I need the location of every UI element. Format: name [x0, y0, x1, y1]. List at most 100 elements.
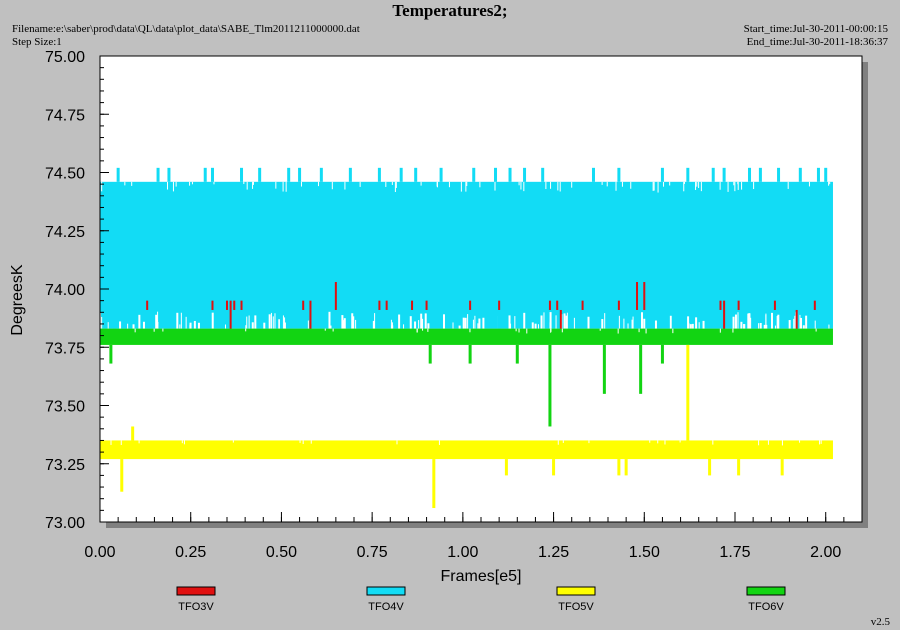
band-texture	[561, 314, 563, 329]
band-texture	[775, 325, 777, 329]
legend-label-tfo6v: TFO6V	[748, 601, 784, 613]
band-texture	[302, 440, 304, 445]
band-texture	[740, 321, 743, 329]
spike-tfo5v	[624, 459, 628, 476]
band-texture	[270, 312, 272, 329]
band-texture	[278, 319, 281, 329]
band-texture	[561, 328, 563, 333]
band-texture	[732, 328, 734, 333]
legend-label-tfo4v: TFO4V	[368, 601, 404, 613]
spike-tfo5v	[780, 459, 784, 476]
band-texture	[621, 181, 623, 187]
band-texture	[737, 181, 739, 190]
y-tick-label: 74.25	[45, 224, 85, 241]
band-texture	[696, 181, 698, 187]
spike-tfo3v	[146, 300, 149, 310]
spike-tfo4v	[167, 167, 171, 182]
band-texture	[645, 328, 647, 334]
series-tfo3v	[146, 282, 816, 336]
band-texture	[828, 324, 830, 329]
spike-tfo3v	[813, 300, 816, 310]
band-texture	[134, 328, 136, 333]
spike-tfo6v	[660, 344, 664, 364]
spike-tfo4v	[798, 167, 802, 182]
y-tick-label: 73.50	[45, 399, 85, 416]
spike-tfo3v	[240, 300, 243, 310]
band-texture	[211, 312, 214, 329]
band-texture	[119, 321, 122, 329]
spike-tfo4v	[711, 167, 715, 182]
band-texture	[424, 313, 427, 329]
band-texture	[232, 440, 234, 443]
band-texture	[464, 317, 467, 329]
band-texture	[523, 312, 526, 329]
spike-tfo4v	[414, 167, 418, 182]
band-texture	[557, 181, 559, 191]
band-texture	[330, 325, 332, 329]
ticks-layer: 73.00 73.25 73.50 73.75 74.00 74.25 74.50 74.75…	[45, 49, 863, 561]
band-texture	[543, 312, 545, 329]
band-texture	[649, 440, 651, 443]
spike-tfo3v	[411, 300, 414, 310]
band-texture	[391, 181, 393, 185]
band-texture	[394, 181, 396, 192]
band-texture	[414, 321, 417, 329]
band-texture	[275, 181, 277, 189]
band-texture	[342, 320, 345, 329]
band-texture	[758, 440, 760, 446]
band-texture	[652, 181, 654, 191]
x-tick-label: 1.00	[447, 544, 478, 561]
band-texture	[390, 319, 392, 329]
band-texture	[101, 316, 103, 329]
spike-tfo5v	[737, 459, 741, 476]
band-texture	[197, 322, 200, 329]
band-texture	[555, 315, 557, 329]
band-texture	[374, 313, 376, 329]
band-texture	[748, 313, 751, 329]
band-texture	[550, 328, 552, 332]
band-texture	[743, 323, 745, 329]
spike-tfo4v	[758, 167, 762, 182]
spike-tfo4v	[494, 167, 498, 182]
x-tick-label: 1.75	[719, 544, 750, 561]
band-texture	[285, 181, 287, 192]
band-texture	[741, 181, 743, 190]
band-texture	[467, 314, 469, 329]
band-texture	[719, 181, 721, 190]
spike-tfo5v	[708, 459, 712, 476]
band-texture	[138, 314, 141, 329]
band-texture	[669, 181, 671, 186]
spike-tfo4v	[210, 167, 214, 182]
series-tfo5v	[100, 344, 833, 509]
spike-tfo3v	[385, 300, 388, 310]
band-texture	[189, 322, 192, 329]
band-texture	[617, 328, 619, 334]
band-texture	[248, 315, 250, 329]
spike-tfo5v	[504, 459, 508, 476]
band-texture	[514, 316, 516, 329]
band-texture	[727, 181, 729, 192]
band-texture	[800, 317, 803, 329]
band-texture	[331, 181, 333, 190]
spike-tfo6v	[639, 344, 643, 394]
band-texture	[310, 440, 312, 444]
band-texture	[559, 181, 561, 192]
band-texture	[167, 181, 169, 190]
band-texture	[254, 315, 257, 329]
band-texture	[494, 181, 496, 191]
y-tick-label: 75.00	[45, 49, 85, 66]
spike-tfo5v	[686, 344, 690, 441]
spike-tfo6v	[428, 344, 432, 364]
y-tick-label: 73.00	[45, 515, 85, 532]
spike-tfo3v	[378, 300, 381, 310]
band-texture	[101, 181, 103, 192]
band-texture	[734, 314, 737, 329]
spike-tfo4v	[671, 195, 675, 329]
band-texture	[828, 181, 830, 186]
band-texture	[691, 323, 694, 329]
band-texture	[632, 316, 634, 329]
band-texture	[695, 181, 697, 190]
spike-tfo4v	[240, 167, 244, 182]
band-texture	[531, 322, 534, 329]
band-texture	[465, 181, 467, 192]
